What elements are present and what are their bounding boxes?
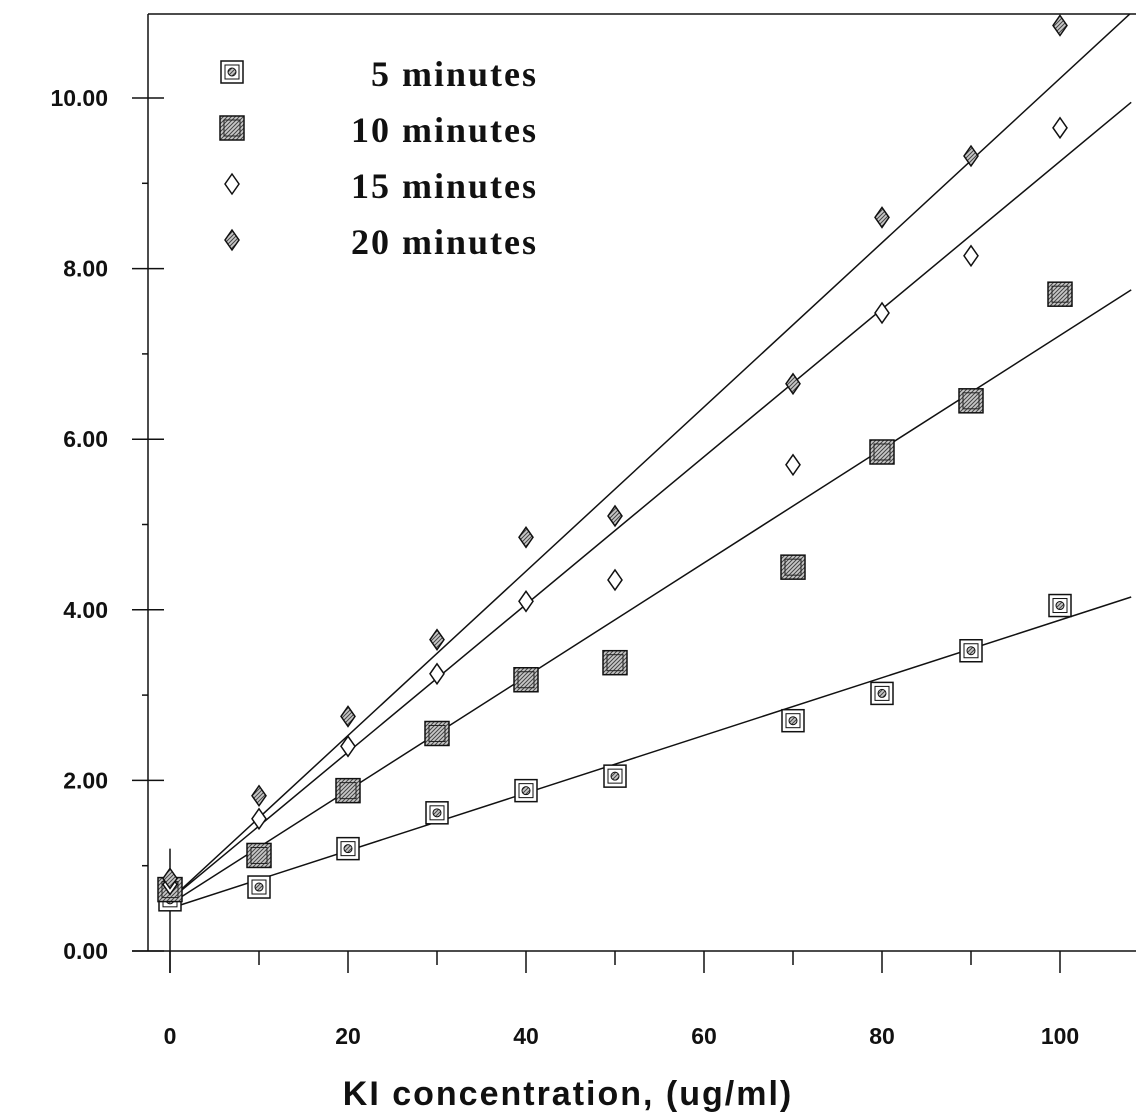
data-point-series-3 [518,589,534,613]
legend-label-series-3: 15 minutes [351,166,538,206]
fit-line-series-1 [169,596,1132,910]
x-tick-label: 20 [335,1023,361,1049]
fit-line-series-2 [169,289,1132,905]
data-point-series-2 [869,439,895,465]
data-point-series-1 [603,764,627,788]
data-point-series-1 [870,681,894,706]
data-points [157,14,1073,912]
data-point-series-3 [785,453,801,477]
x-tick-label: 60 [691,1023,717,1049]
data-point-series-4 [251,784,267,808]
legend-label-series-4: 20 minutes [351,222,538,262]
data-point-series-1 [781,708,805,733]
data-point-series-2 [424,720,450,747]
legend-marker-series-1 [220,60,244,84]
axis-ticks: 0.00 2.00 4.00 6.00 8.00 10.00 0 20 40 60 80 100 [50,85,1079,1049]
data-point-series-1 [1048,593,1072,618]
data-point-series-3 [963,244,979,268]
data-point-series-1 [247,875,271,899]
data-point-series-2 [335,777,361,804]
data-point-series-2 [602,649,628,676]
x-tick-label: 100 [1041,1023,1079,1049]
data-point-series-4 [874,206,890,229]
x-tick-label: 0 [164,1023,177,1049]
data-point-series-2 [1047,281,1073,307]
data-point-series-3 [607,568,623,592]
data-point-series-4 [1052,14,1068,37]
fit-line-series-4 [169,14,1131,901]
data-point-series-3 [251,807,267,831]
data-point-series-1 [336,836,360,861]
y-tick-label: 2.00 [63,767,108,793]
data-point-series-2 [513,666,539,693]
data-point-series-4 [340,705,356,728]
data-point-series-3 [874,301,890,325]
data-point-series-2 [958,388,984,414]
data-point-series-3 [429,662,445,686]
plot-frame [132,13,1136,973]
legend: 5 minutes 10 minutes 15 minutes 20 minutes [219,54,538,262]
data-point-series-4 [785,372,801,396]
legend-label-series-1: 5 minutes [371,54,538,94]
y-tick-label: 4.00 [63,597,108,623]
data-point-series-4 [607,504,623,528]
y-tick-label: 10.00 [50,85,108,111]
y-tick-label: 0.00 [63,938,108,964]
legend-marker-series-4 [224,228,240,252]
y-tick-label: 6.00 [63,426,108,452]
legend-marker-series-2 [219,115,245,141]
data-point-series-2 [246,842,272,869]
fit-lines [169,14,1132,910]
data-point-series-1 [514,778,538,803]
x-tick-label: 80 [869,1023,895,1049]
data-point-series-3 [340,734,356,758]
legend-marker-series-3 [224,172,240,196]
data-point-series-4 [518,525,534,549]
x-axis-title: KI concentration, (ug/ml) [343,1075,793,1113]
y-tick-label: 8.00 [63,256,108,282]
data-point-series-1 [425,801,449,825]
data-point-series-3 [1052,116,1068,140]
x-tick-label: 40 [513,1023,539,1049]
fit-line-series-3 [169,101,1132,901]
data-point-series-4 [963,144,979,168]
data-point-series-4 [429,628,445,651]
legend-label-series-2: 10 minutes [351,110,538,150]
data-point-series-4 [162,867,178,890]
data-point-series-2 [780,554,806,580]
data-point-series-1 [959,638,983,663]
